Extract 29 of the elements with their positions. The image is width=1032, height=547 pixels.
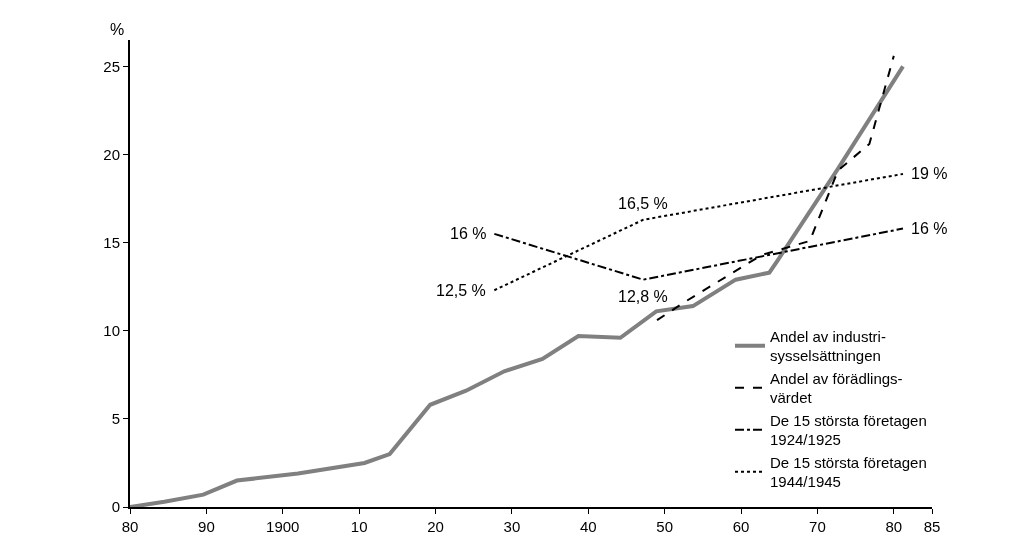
x-tick-label: 40 xyxy=(579,518,597,535)
x-tick-label: 50 xyxy=(656,518,674,535)
annotation: 16 % xyxy=(911,220,948,237)
x-tick-label: 70 xyxy=(809,518,826,535)
y-tick-label: 20 xyxy=(103,145,120,163)
annotation: 19 % xyxy=(911,165,948,182)
legend-label: Andel av förädlings- värdet xyxy=(770,369,903,407)
legend-label: Andel av industri- sysselsättningen xyxy=(770,327,886,365)
annotation: 12,8 % xyxy=(618,288,668,305)
x-tick-label: 90 xyxy=(198,518,215,535)
annotation: 12,5 % xyxy=(436,282,486,299)
annotation: 16 % xyxy=(450,225,487,242)
legend-label: De 15 största företagen 1944/1945 xyxy=(770,453,927,491)
y-tick-label: 10 xyxy=(103,322,120,340)
y-tick-label: 15 xyxy=(103,233,120,251)
y-tick-label: 5 xyxy=(111,410,120,428)
x-tick-label: 10 xyxy=(350,518,368,535)
y-tick-label: 0 xyxy=(111,498,120,516)
x-tick-label: 30 xyxy=(503,518,521,535)
x-tick-label: 85 xyxy=(923,518,941,535)
y-axis-title: % xyxy=(110,21,125,38)
y-tick-label: 25 xyxy=(103,57,120,75)
x-tick-label: 20 xyxy=(427,518,444,535)
legend-label: De 15 största företagen 1924/1925 xyxy=(770,411,927,449)
x-tick-label: 80 xyxy=(121,518,139,535)
x-tick-label: 1900 xyxy=(266,518,300,535)
x-tick-label: 60 xyxy=(732,518,750,535)
x-tick-label: 80 xyxy=(885,518,903,535)
annotation: 16,5 % xyxy=(618,195,668,212)
